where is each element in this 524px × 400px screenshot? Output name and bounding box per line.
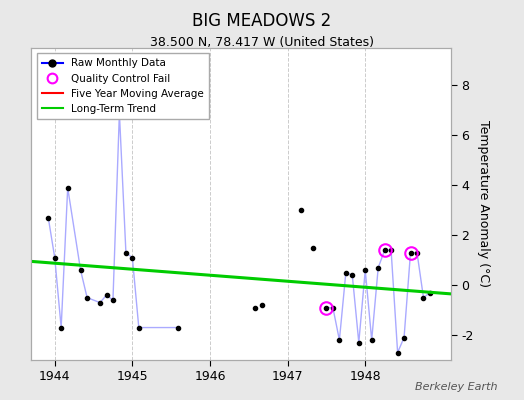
Text: Berkeley Earth: Berkeley Earth xyxy=(416,382,498,392)
Text: BIG MEADOWS 2: BIG MEADOWS 2 xyxy=(192,12,332,30)
Legend: Raw Monthly Data, Quality Control Fail, Five Year Moving Average, Long-Term Tren: Raw Monthly Data, Quality Control Fail, … xyxy=(37,53,209,119)
Text: 38.500 N, 78.417 W (United States): 38.500 N, 78.417 W (United States) xyxy=(150,36,374,49)
Y-axis label: Temperature Anomaly (°C): Temperature Anomaly (°C) xyxy=(477,120,490,288)
